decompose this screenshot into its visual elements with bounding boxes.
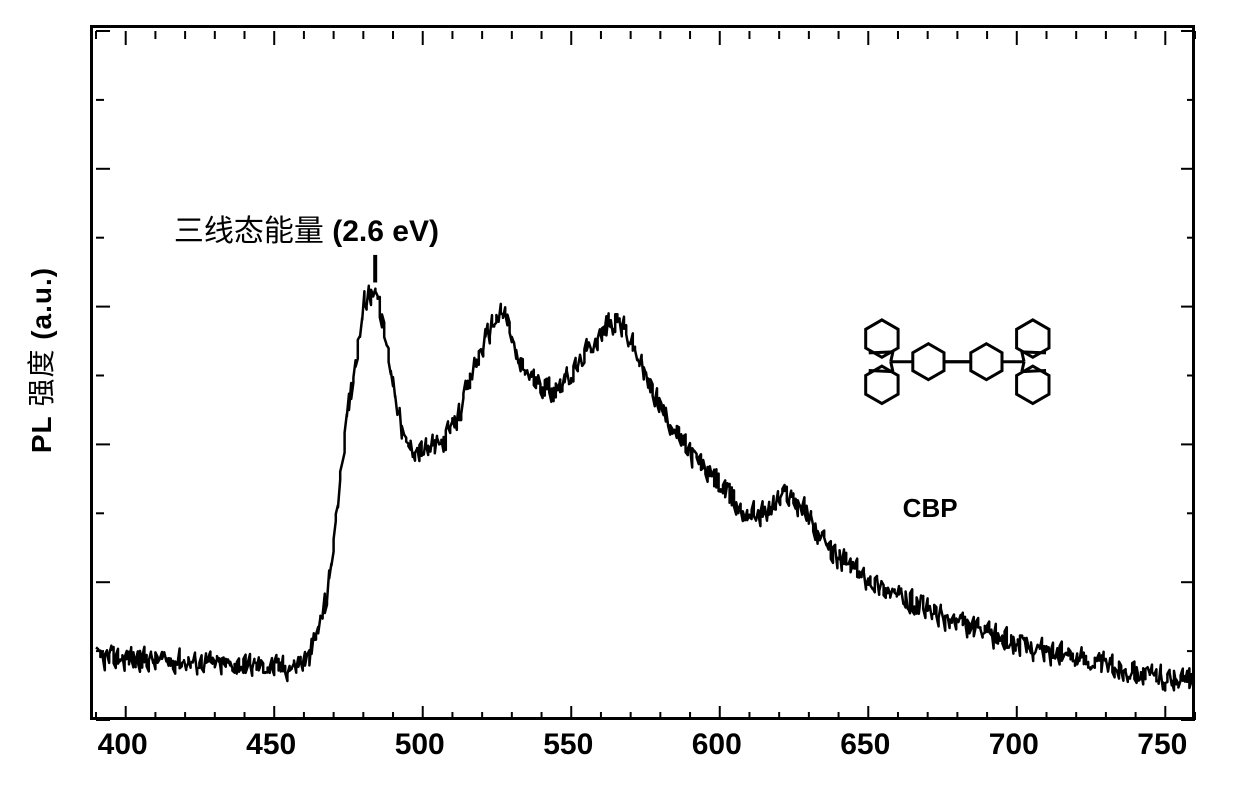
plot-frame: 三线态能量 (2.6 eV) CBP: [90, 25, 1195, 720]
molecule-label: CBP: [903, 493, 958, 524]
x-tick-label: 550: [543, 728, 593, 762]
chart-container: PL 强度 (a.u.) 三线态能量 (2.6 eV) CBP 400 450 50…: [0, 0, 1240, 785]
molecule-structure: [866, 320, 1049, 404]
ylabel-unit: (a.u.): [26, 267, 57, 340]
annotation-cjk: 三线态能量: [174, 215, 324, 248]
ylabel-cjk: 强度: [26, 340, 57, 416]
x-tick-label: 600: [692, 728, 742, 762]
annotation-value: (2.6 eV): [324, 215, 439, 248]
spectrum-trace: [96, 286, 1194, 691]
x-tick-label: 500: [395, 728, 445, 762]
plot-svg: [93, 28, 1192, 717]
molecule-name: CBP: [903, 493, 958, 523]
y-axis-label: PL 强度 (a.u.): [20, 267, 60, 453]
ylabel-pl: PL: [26, 415, 57, 453]
x-tick-label: 400: [98, 728, 148, 762]
triplet-energy-annotation: 三线态能量 (2.6 eV): [174, 206, 439, 250]
x-tick-label: 750: [1137, 728, 1187, 762]
x-tick-label: 700: [989, 728, 1039, 762]
x-tick-label: 450: [246, 728, 296, 762]
x-tick-label: 650: [840, 728, 890, 762]
